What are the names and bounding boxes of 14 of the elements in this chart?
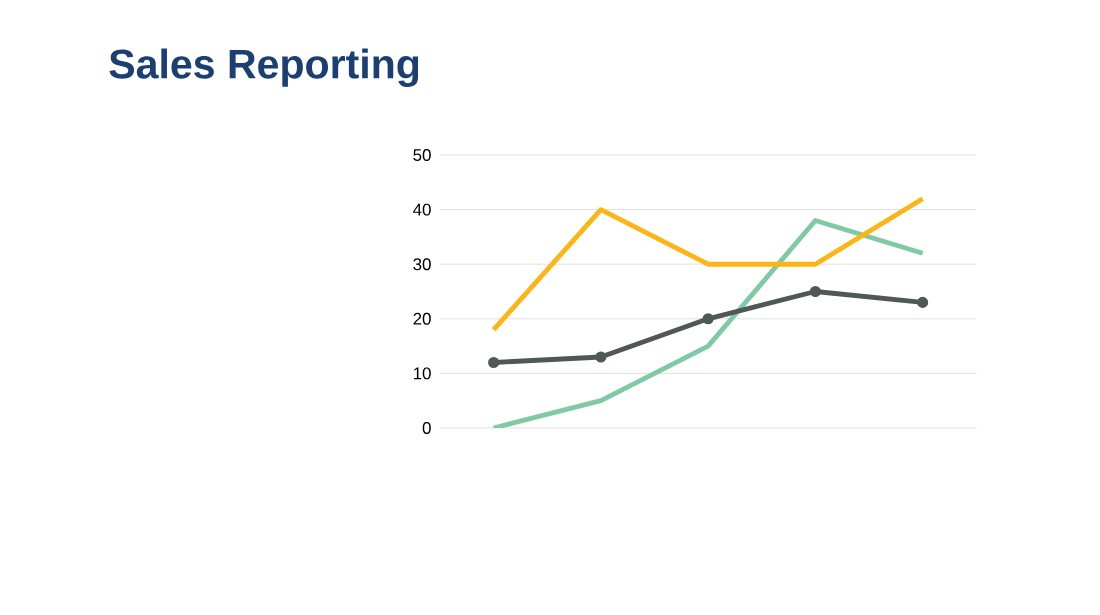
point (488, 356, 500, 369)
y-tick-label: 30 (413, 258, 431, 271)
y-tick-label: 20 (413, 312, 431, 325)
point (702, 313, 714, 325)
point (917, 296, 929, 308)
y-tick-label: 0 (422, 422, 431, 434)
y-tick-label: 10 (413, 367, 431, 380)
chart-title: Sales Reporting (109, 48, 419, 87)
y-tick-label: 40 (413, 203, 431, 216)
point (595, 351, 607, 363)
line-series (491, 196, 926, 333)
line-series (491, 218, 926, 428)
y-tick-label: 50 (413, 149, 431, 162)
point (809, 285, 821, 298)
